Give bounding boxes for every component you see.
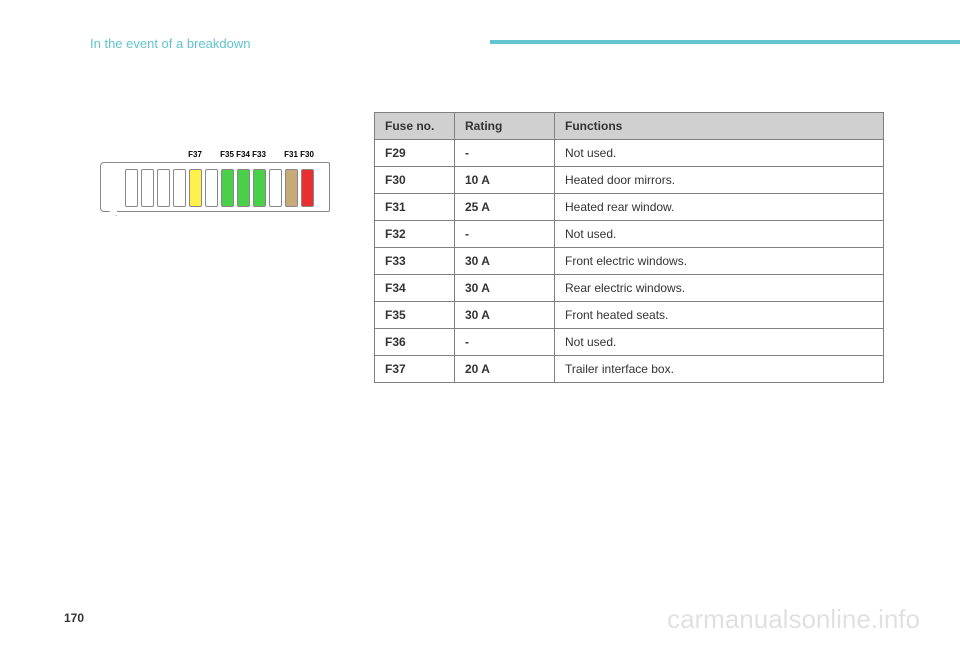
fuse-slot-label: F35	[220, 150, 234, 159]
watermark: carmanualsonline.info	[667, 604, 920, 635]
fuse-slot-label: F34	[236, 150, 250, 159]
header-functions: Functions	[555, 113, 884, 140]
cell-rating: -	[455, 140, 555, 167]
fuse-slot-label: F31	[284, 150, 298, 159]
fuse-slot	[125, 169, 138, 207]
fuse-slot	[173, 169, 186, 207]
section-title: In the event of a breakdown	[90, 36, 250, 51]
cell-function: Not used.	[555, 221, 884, 248]
header-fuse-no: Fuse no.	[375, 113, 455, 140]
cell-rating: 20 A	[455, 356, 555, 383]
cell-fuse-no: F32	[375, 221, 455, 248]
table-row: F29-Not used.	[375, 140, 884, 167]
manual-page: In the event of a breakdown F37F35F34F33…	[0, 0, 960, 649]
header-accent-line	[490, 40, 960, 44]
table-header-row: Fuse no. Rating Functions	[375, 113, 884, 140]
cell-fuse-no: F29	[375, 140, 455, 167]
fuse-slot	[221, 169, 234, 207]
fuse-slot	[189, 169, 202, 207]
cell-function: Heated rear window.	[555, 194, 884, 221]
fuse-slot	[301, 169, 314, 207]
cell-function: Heated door mirrors.	[555, 167, 884, 194]
fuse-table: Fuse no. Rating Functions F29-Not used.F…	[374, 112, 884, 383]
cell-fuse-no: F30	[375, 167, 455, 194]
fuse-slot-label: F37	[188, 150, 202, 159]
fuse-slot	[205, 169, 218, 207]
table-row: F3530 AFront heated seats.	[375, 302, 884, 329]
cell-rating: 30 A	[455, 302, 555, 329]
cell-function: Rear electric windows.	[555, 275, 884, 302]
page-number: 170	[64, 611, 84, 625]
table-row: F3720 ATrailer interface box.	[375, 356, 884, 383]
cell-rating: 10 A	[455, 167, 555, 194]
fuse-slot	[237, 169, 250, 207]
table-row: F3125 AHeated rear window.	[375, 194, 884, 221]
cell-rating: -	[455, 329, 555, 356]
cell-rating: -	[455, 221, 555, 248]
cell-fuse-no: F35	[375, 302, 455, 329]
cell-function: Not used.	[555, 329, 884, 356]
cell-fuse-no: F33	[375, 248, 455, 275]
fuse-slot	[253, 169, 266, 207]
fuse-slot	[269, 169, 282, 207]
table-row: F3430 ARear electric windows.	[375, 275, 884, 302]
table-row: F3330 AFront electric windows.	[375, 248, 884, 275]
table-row: F3010 AHeated door mirrors.	[375, 167, 884, 194]
cell-function: Front electric windows.	[555, 248, 884, 275]
fuse-slot-label: F30	[300, 150, 314, 159]
cell-fuse-no: F34	[375, 275, 455, 302]
fuse-slot	[285, 169, 298, 207]
table-row: F36-Not used.	[375, 329, 884, 356]
cell-function: Not used.	[555, 140, 884, 167]
fuse-slot	[141, 169, 154, 207]
cell-fuse-no: F36	[375, 329, 455, 356]
fusebox-outline	[100, 162, 330, 212]
fuse-slot-label: F33	[252, 150, 266, 159]
fuse-diagram: F37 F35F34F33 F31F30	[100, 150, 332, 220]
cell-rating: 25 A	[455, 194, 555, 221]
table-row: F32-Not used.	[375, 221, 884, 248]
cell-fuse-no: F31	[375, 194, 455, 221]
header-rating: Rating	[455, 113, 555, 140]
fuse-slot	[157, 169, 170, 207]
cell-rating: 30 A	[455, 275, 555, 302]
cell-function: Front heated seats.	[555, 302, 884, 329]
cell-fuse-no: F37	[375, 356, 455, 383]
cell-rating: 30 A	[455, 248, 555, 275]
cell-function: Trailer interface box.	[555, 356, 884, 383]
